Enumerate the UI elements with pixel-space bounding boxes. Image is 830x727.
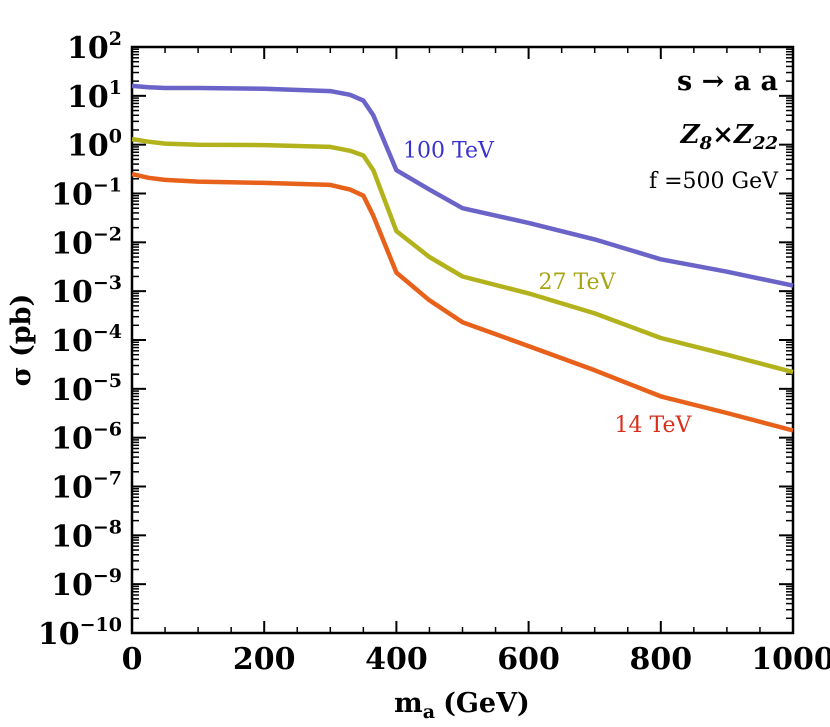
x-tick-labels: 0 200 400 600 800 1000 — [122, 642, 830, 677]
x-tick-label: 0 — [122, 642, 143, 677]
x-axis-title: ma (GeV) — [394, 688, 530, 723]
annotation-process: s → a a — [677, 66, 778, 97]
y-axis-title: σ (pb) — [6, 294, 37, 387]
x-tick-label: 400 — [365, 642, 428, 677]
x-tick-label: 200 — [233, 642, 296, 677]
y-tick-label: 10−2 — [51, 223, 122, 261]
annotation-symmetry: Z8×Z22 — [680, 120, 778, 154]
y-tick-label: 10−5 — [51, 370, 122, 408]
series-label-27-tev: 27 TeV — [539, 270, 617, 295]
y-tick-label: 102 — [67, 28, 122, 66]
series-label-100-tev: 100 TeV — [403, 138, 495, 163]
y-minor-ticks — [132, 48, 793, 620]
series-line-27-tev — [131, 136, 794, 375]
x-tick-label: 1000 — [751, 642, 830, 677]
x-tick-label: 800 — [629, 642, 692, 677]
series-line-100-tev — [131, 83, 794, 288]
series-layer — [131, 83, 794, 433]
y-tick-label: 10−9 — [51, 565, 122, 603]
series-labels: 100 TeV 27 TeV 14 TeV — [403, 138, 692, 438]
y-tick-label: 10−10 — [38, 614, 122, 652]
series-label-14-tev: 14 TeV — [615, 413, 693, 438]
y-tick-label: 100 — [67, 126, 122, 164]
y-tick-label: 101 — [67, 77, 122, 115]
annotation-parameter: f =500 GeV — [649, 169, 779, 194]
y-tick-label: 10−1 — [51, 175, 122, 213]
y-tick-label: 10−4 — [51, 321, 122, 359]
x-tick-label: 600 — [497, 642, 560, 677]
y-tick-label: 10−6 — [51, 419, 122, 457]
y-tick-label: 10−7 — [51, 468, 122, 506]
series-line-14-tev — [131, 171, 794, 433]
y-tick-label: 10−3 — [51, 272, 122, 310]
y-tick-labels: 102 101 100 10−1 10−2 10−3 10−4 10−5 10−6 10−7 10−… — [38, 28, 122, 652]
ticks — [131, 46, 794, 634]
y-tick-label: 10−8 — [51, 516, 122, 554]
